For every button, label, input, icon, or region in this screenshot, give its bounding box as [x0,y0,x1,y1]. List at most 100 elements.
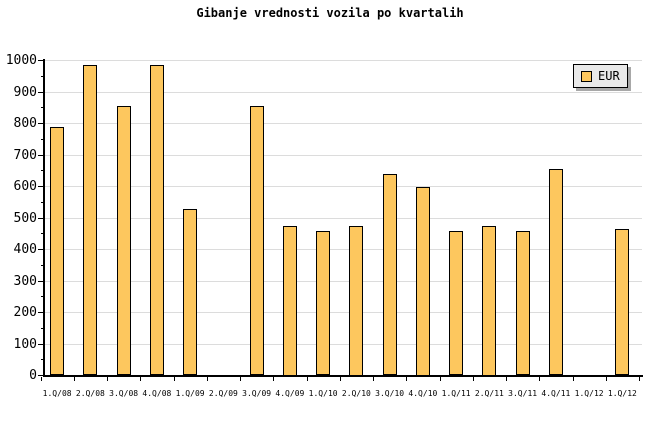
x-axis-label: 2.Q/09 [208,389,238,398]
y-axis-tick [38,280,44,282]
x-axis-label: 4.Q/10 [408,389,438,398]
x-axis-label: 1.Q/12 [607,389,637,398]
y-axis-minor-tick [41,107,44,109]
x-axis-label: 1.Q/09 [175,389,205,398]
y-axis-label: 500 [13,210,37,226]
gridline [44,249,642,250]
x-axis-tick [639,377,640,381]
x-axis-label: 3.Q/10 [375,389,405,398]
bar-1.Q/12 [615,229,630,376]
y-axis-tick [38,343,44,345]
y-axis-minor-tick [41,359,44,361]
legend-swatch-icon [581,70,592,82]
x-axis-label: 4.Q/09 [275,389,305,398]
y-axis-tick [38,186,44,187]
x-axis-tick [273,377,275,381]
x-axis-tick [107,377,108,381]
y-axis-minor-tick [41,264,44,266]
x-axis-tick [572,377,574,381]
y-axis-label: 200 [13,305,37,320]
legend-label: EUR [598,69,620,83]
gridline [44,312,642,313]
y-axis-tick [38,123,44,124]
x-axis-tick [306,377,308,381]
y-axis-label: 900 [13,84,37,100]
bar-4.Q/09 [282,225,297,376]
gridline [44,123,642,124]
y-axis-label: 800 [13,116,37,131]
bar-1.Q/08 [50,126,65,376]
bar-1.Q/11 [449,230,464,376]
x-axis-label: 3.Q/11 [508,389,538,398]
x-axis-tick [40,377,42,381]
y-axis-tick [38,217,44,219]
x-axis-tick [605,377,607,381]
x-axis-tick [240,377,241,381]
x-axis-tick [206,377,208,381]
y-axis-tick [38,60,44,61]
y-axis-tick [38,375,44,376]
gridline [44,60,642,61]
y-axis-minor-tick [41,327,44,329]
x-axis-tick [472,377,474,381]
y-axis-minor-tick [41,75,44,77]
x-axis-label: 2.Q/10 [341,389,371,398]
bar-3.Q/11 [515,230,530,376]
chart-title: Gibanje vrednosti vozila po kvartalih [196,6,464,20]
y-axis-label: 600 [13,179,37,194]
gridline [44,343,642,345]
bar-3.Q/10 [382,173,397,376]
gridline [44,154,642,156]
x-axis-tick [339,377,341,381]
y-axis-label: 700 [13,147,37,163]
gridline [44,186,642,187]
x-axis-label: 4.Q/11 [541,389,571,398]
x-axis-label: 3.Q/09 [242,389,272,398]
x-axis-tick [406,377,408,381]
y-axis-minor-tick [41,201,44,203]
bar-1.Q/10 [316,230,331,376]
x-axis-line [43,375,643,377]
x-axis-tick [506,377,507,381]
y-axis-tick [38,91,44,93]
y-axis-label: 100 [13,336,37,352]
x-axis-tick [73,377,75,381]
x-axis-tick [173,377,175,381]
bar-2.Q/08 [83,65,98,376]
bar-3.Q/08 [116,106,131,376]
bar-4.Q/11 [548,169,563,376]
x-axis-label: 1.Q/11 [441,389,471,398]
y-axis-minor-tick [41,233,44,235]
x-axis-label: 3.Q/08 [109,389,139,398]
bar-4.Q/10 [415,186,430,376]
x-axis-label: 4.Q/08 [142,389,172,398]
gridline [44,91,642,93]
x-axis-label: 2.Q/11 [474,389,504,398]
y-axis-tick [38,249,44,250]
x-axis-label: 1.Q/10 [308,389,338,398]
x-axis-label: 1.Q/12 [574,389,604,398]
y-axis-tick [38,312,44,313]
x-axis-tick [140,377,142,381]
y-axis-label: 400 [13,242,37,257]
x-axis-label: 1.Q/08 [42,389,72,398]
y-axis-tick [38,154,44,156]
bar-3.Q/09 [249,106,264,376]
y-axis-label: 1000 [5,53,37,68]
gridline [44,217,642,219]
gridline [44,280,642,282]
bar-1.Q/09 [183,208,198,376]
legend: EUR [573,64,628,88]
bar-2.Q/11 [482,225,497,376]
y-axis-minor-tick [41,296,44,298]
y-axis-label: 0 [29,368,37,383]
y-axis-line [43,59,45,377]
y-axis-minor-tick [41,170,44,172]
x-axis-tick [439,377,441,381]
x-axis-label: 2.Q/08 [75,389,105,398]
x-axis-tick [373,377,374,381]
bar-4.Q/08 [149,65,164,376]
bar-2.Q/10 [349,225,364,376]
y-axis-minor-tick [41,138,44,140]
